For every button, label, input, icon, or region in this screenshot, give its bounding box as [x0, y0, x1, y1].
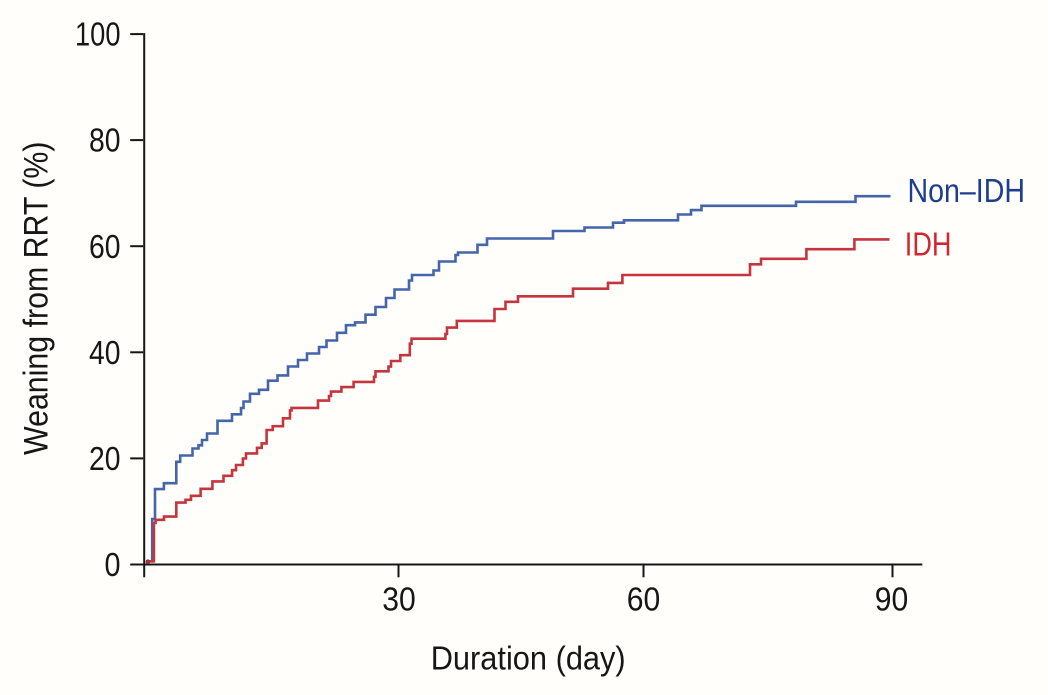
- svg-text:100: 100: [75, 16, 121, 53]
- svg-text:30: 30: [382, 581, 416, 618]
- svg-text:Non–IDH: Non–IDH: [908, 173, 1026, 210]
- svg-text:40: 40: [89, 334, 121, 371]
- svg-text:20: 20: [89, 440, 121, 477]
- svg-text:Duration (day): Duration (day): [431, 639, 626, 676]
- svg-text:0: 0: [105, 546, 121, 583]
- svg-text:90: 90: [875, 581, 909, 618]
- svg-text:IDH: IDH: [905, 227, 952, 264]
- svg-text:60: 60: [89, 228, 121, 265]
- svg-text:60: 60: [627, 581, 661, 618]
- svg-text:80: 80: [89, 122, 121, 159]
- svg-text:Weaning from RRT (%): Weaning from RRT (%): [17, 142, 55, 456]
